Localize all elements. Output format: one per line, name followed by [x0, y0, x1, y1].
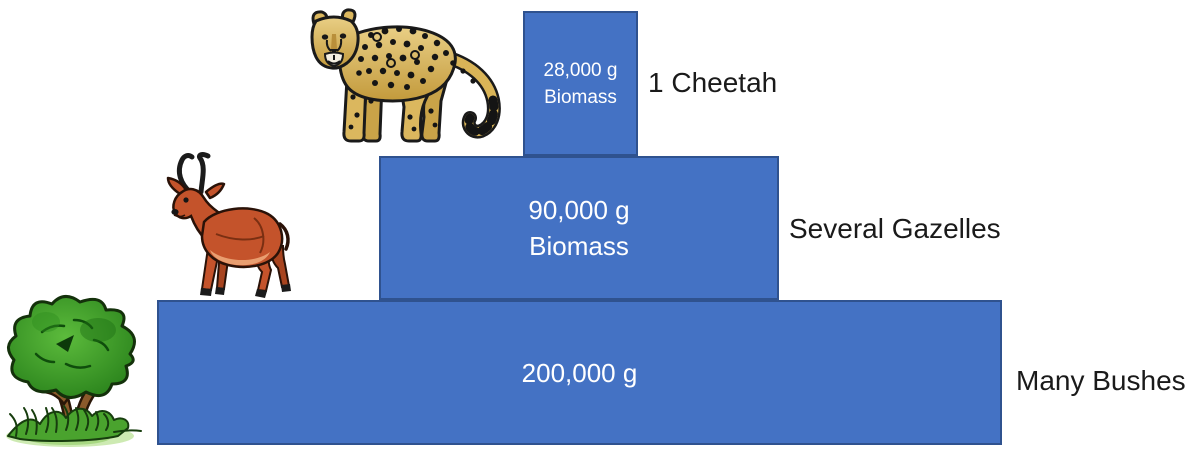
gazelle-body — [200, 207, 284, 269]
cheetah-tail — [439, 50, 501, 139]
cheetah-spots — [348, 26, 476, 132]
bush-canopy-notch — [56, 335, 74, 352]
tier-box-cheetah: 28,000 g Biomass — [523, 11, 638, 156]
tier-box-bushes: 200,000 g — [157, 300, 1002, 445]
tier-cheetah-value: 28,000 g — [543, 59, 618, 81]
tier-gazelles-biomass-word: Biomass — [529, 231, 629, 261]
tier-gazelles-value: 90,000 g — [528, 195, 630, 225]
bush-clipart-image — [2, 292, 142, 450]
tier-box-gazelles: 90,000 g Biomass — [379, 156, 779, 300]
gazelle-nose — [171, 209, 179, 215]
gazelle-hooves — [200, 284, 291, 298]
gazelle-eye — [183, 197, 189, 203]
label-one-cheetah: 1 Cheetah — [648, 67, 778, 98]
gazelle-clipart-image — [158, 150, 296, 300]
bush-canopy-texture — [34, 318, 110, 369]
tier-bushes-value: 200,000 g — [521, 357, 638, 388]
cheetah-head — [310, 8, 360, 70]
label-many-bushes: Many Bushes — [1016, 365, 1186, 396]
gazelle-tail — [278, 222, 290, 251]
label-several-gazelles: Several Gazelles — [789, 213, 1001, 244]
bush-grass-blades — [9, 405, 142, 437]
bush-canopy — [7, 295, 136, 399]
cheetah-clipart-image — [301, 5, 519, 150]
gazelle-belly-highlight — [210, 250, 270, 266]
gazelle-horns — [176, 152, 211, 195]
tier-cheetah-biomass-word: Biomass — [544, 86, 617, 108]
gazelle-ears — [166, 176, 226, 200]
